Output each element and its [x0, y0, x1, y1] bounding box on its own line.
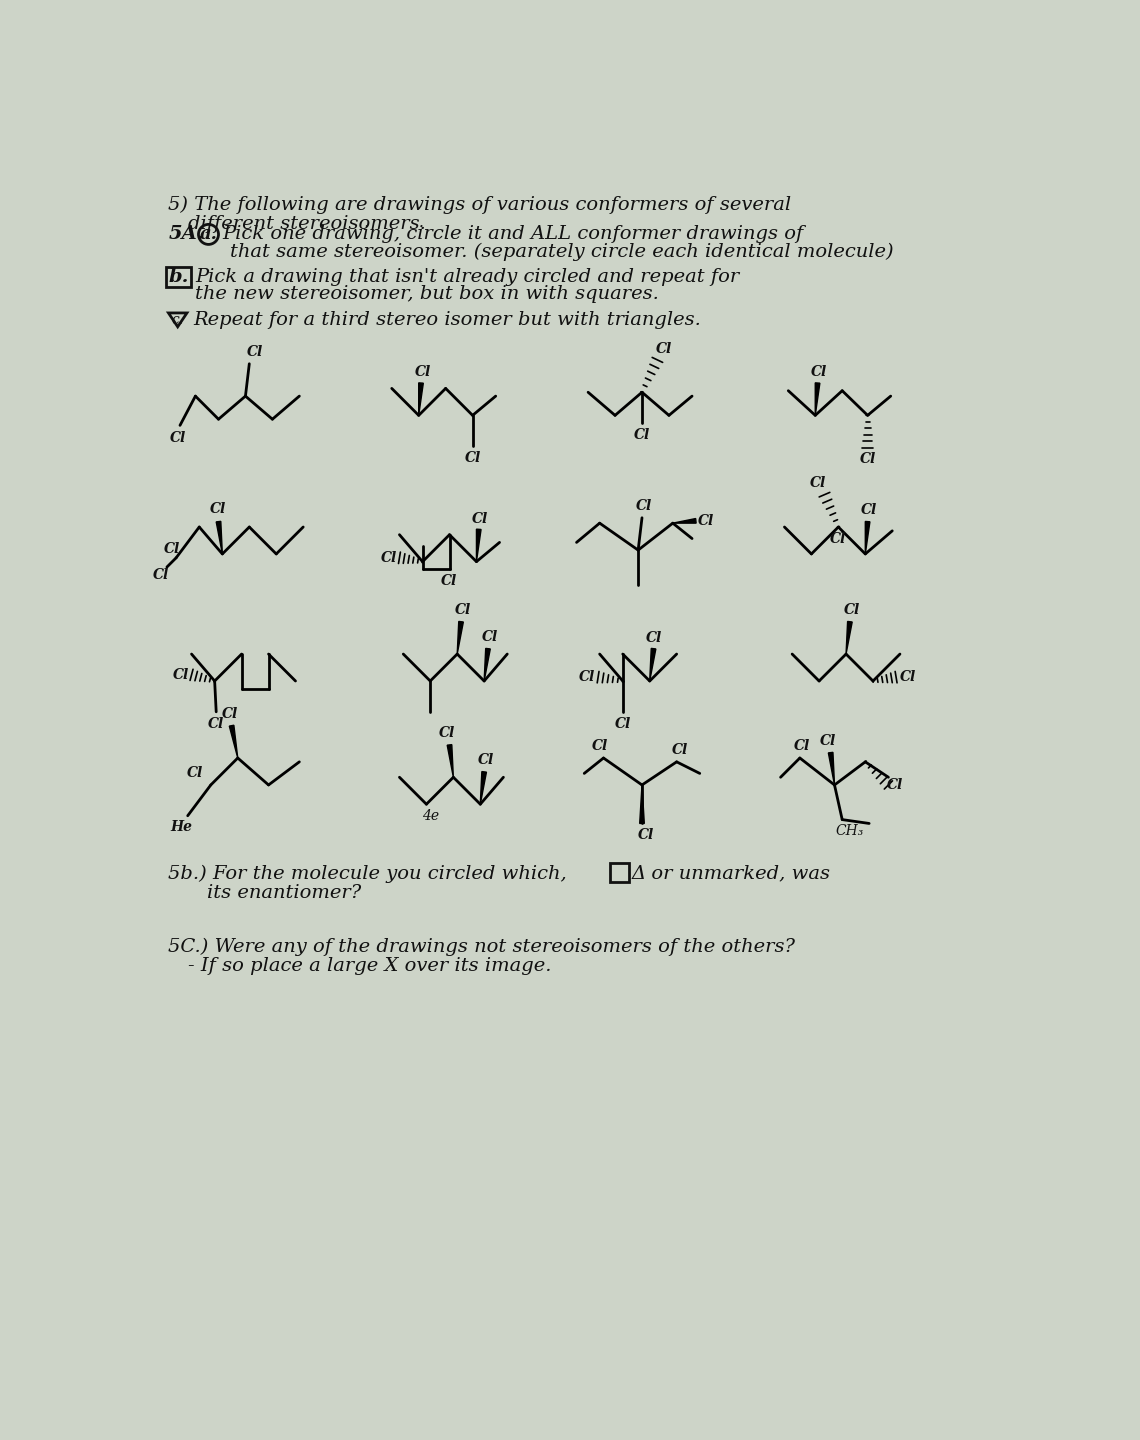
Polygon shape [865, 521, 870, 554]
Text: Cl: Cl [637, 828, 654, 842]
Text: Pick one drawing, circle it and ALL conformer drawings of: Pick one drawing, circle it and ALL conf… [222, 226, 804, 243]
Text: Cl: Cl [246, 346, 263, 359]
Text: Cl: Cl [153, 567, 169, 582]
Text: 5b.) For the molecule you circled which,: 5b.) For the molecule you circled which, [169, 864, 568, 883]
Text: Cl: Cl [441, 575, 457, 588]
Text: 5A.: 5A. [169, 226, 204, 243]
Text: Cl: Cl [209, 717, 225, 732]
Text: Cl: Cl [673, 743, 689, 757]
Text: Cl: Cl [656, 343, 671, 356]
Text: Cl: Cl [479, 753, 495, 768]
Text: 4e: 4e [422, 809, 439, 822]
Text: Cl: Cl [415, 366, 431, 379]
Text: Cl: Cl [455, 603, 472, 618]
Polygon shape [418, 383, 423, 415]
Text: Cl: Cl [698, 514, 714, 528]
Text: a.: a. [200, 226, 218, 243]
Polygon shape [846, 622, 853, 654]
Text: Cl: Cl [636, 500, 652, 513]
Polygon shape [229, 726, 238, 757]
Text: Cl: Cl [860, 452, 876, 467]
Text: Cl: Cl [861, 503, 878, 517]
Polygon shape [650, 648, 656, 681]
Text: Cl: Cl [795, 740, 811, 753]
Text: Cl: Cl [164, 541, 180, 556]
Text: Cl: Cl [899, 670, 915, 684]
Text: Cl: Cl [211, 503, 227, 517]
Text: 5) The following are drawings of various conformers of several: 5) The following are drawings of various… [169, 196, 791, 215]
Polygon shape [640, 785, 644, 824]
Polygon shape [829, 752, 834, 785]
Polygon shape [457, 622, 463, 654]
Text: CH₃: CH₃ [836, 824, 864, 838]
Text: Cl: Cl [811, 366, 828, 379]
Text: Cl: Cl [381, 550, 397, 564]
Text: b.: b. [169, 268, 188, 285]
Text: Cl: Cl [170, 431, 187, 445]
Text: Cl: Cl [579, 670, 595, 684]
Text: Cl: Cl [472, 511, 488, 526]
Polygon shape [815, 383, 820, 415]
Polygon shape [484, 648, 490, 681]
Text: Cl: Cl [645, 631, 661, 645]
Text: Cl: Cl [592, 740, 608, 753]
Polygon shape [447, 744, 454, 778]
Text: Cl: Cl [830, 533, 847, 546]
Text: Cl: Cl [222, 707, 238, 721]
Text: Cl: Cl [820, 734, 837, 747]
Text: Cl: Cl [464, 451, 481, 465]
Text: He: He [171, 821, 193, 834]
Polygon shape [477, 528, 481, 562]
Text: that same stereoisomer. (separately circle each identical molecule): that same stereoisomer. (separately circ… [230, 243, 894, 261]
Polygon shape [673, 518, 697, 523]
Text: Cl: Cl [614, 717, 630, 732]
Text: the new stereoisomer, but box in with squares.: the new stereoisomer, but box in with sq… [195, 285, 659, 304]
Text: Cl: Cl [887, 778, 903, 792]
Text: Cl: Cl [439, 726, 455, 740]
Text: Cl: Cl [187, 766, 204, 780]
Text: Cl: Cl [811, 477, 826, 490]
Text: c.: c. [172, 312, 184, 327]
Polygon shape [217, 521, 222, 554]
Text: Repeat for a third stereo isomer but with triangles.: Repeat for a third stereo isomer but wit… [193, 311, 701, 328]
Text: different stereoisomers.: different stereoisomers. [188, 215, 425, 233]
Text: Cl: Cl [172, 668, 189, 681]
Text: - If so place a large X over its image.: - If so place a large X over its image. [188, 958, 552, 975]
Polygon shape [480, 772, 487, 804]
Text: 5C.) Were any of the drawings not stereoisomers of the others?: 5C.) Were any of the drawings not stereo… [169, 937, 796, 956]
Text: Δ or unmarked, was: Δ or unmarked, was [632, 864, 831, 883]
Text: its enantiomer?: its enantiomer? [207, 884, 361, 901]
Text: Cl: Cl [844, 603, 861, 618]
Text: Pick a drawing that isn't already circled and repeat for: Pick a drawing that isn't already circle… [195, 268, 740, 285]
Text: Cl: Cl [634, 428, 650, 442]
Text: Cl: Cl [482, 631, 498, 644]
